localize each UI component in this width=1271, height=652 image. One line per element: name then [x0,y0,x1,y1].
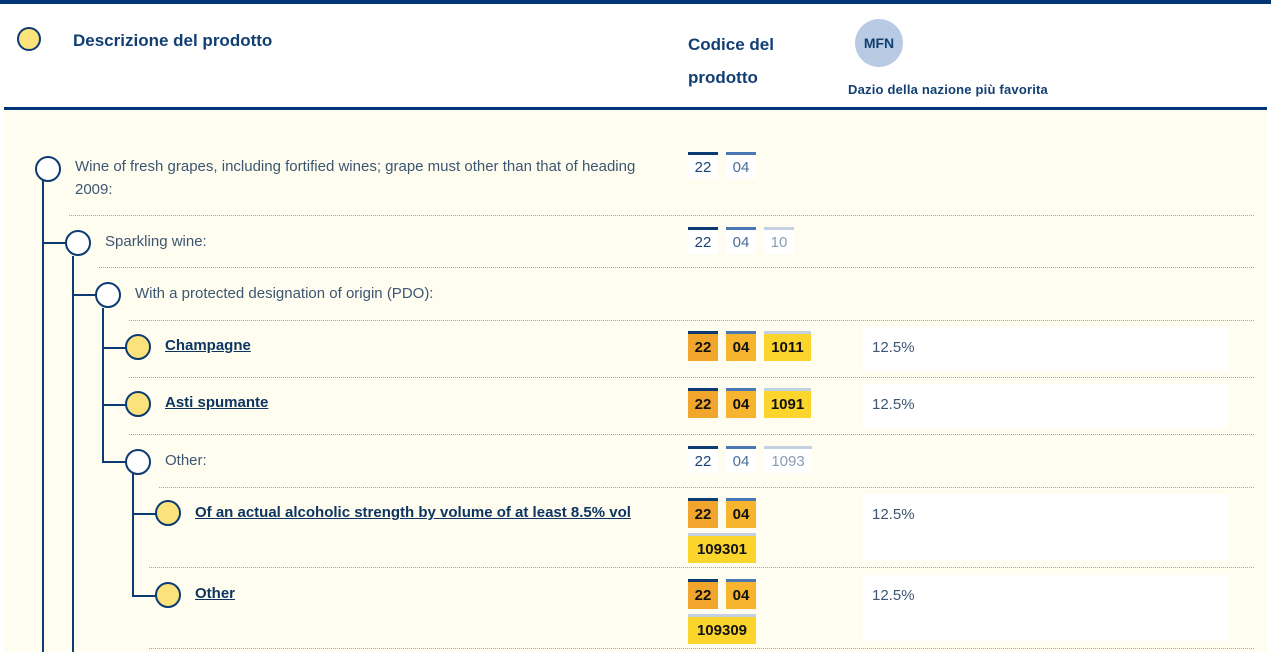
code-chip: 109309 [688,614,756,644]
row-separator [149,648,1254,649]
code-chip: 04 [726,498,756,528]
code-chip: 04 [726,227,756,254]
row-separator [69,215,1254,216]
code-chip: 1093 [764,446,812,473]
code-chip: 04 [726,388,756,418]
product-link-asti-spumante[interactable]: Asti spumante [165,394,269,411]
row-separator [149,567,1254,568]
row-separator [129,434,1254,435]
tree-leaf-node[interactable] [155,500,181,526]
tree-connector [132,513,156,515]
code-chip: 22 [688,498,718,528]
tree-connector [102,404,126,406]
code-chip: 04 [726,331,756,361]
tree-node[interactable] [65,230,91,256]
product-description: Other: [165,452,207,469]
code-chip: 22 [688,446,718,473]
row-separator [159,487,1254,488]
product-description: Wine of fresh grapes, including fortifie… [75,158,636,198]
tree-connector [72,256,74,652]
tree-connector [132,474,134,596]
code-chip: 22 [688,152,718,179]
code-chip: 1091 [764,388,811,418]
product-link-alcoholic-strength[interactable]: Of an actual alcoholic strength by volum… [195,504,631,521]
code-chip: 22 [688,331,718,361]
code-chip: 10 [764,227,794,254]
mfn-duty: 12.5% [863,327,1228,371]
tree-connector [102,347,126,349]
description-column-title: Descrizione del prodotto [73,31,273,50]
code-chip: 22 [688,388,718,418]
code-chip: 22 [688,227,718,254]
mfn-column-title: Dazio della nazione più favorita [848,82,1048,97]
code-chip: 04 [726,446,756,473]
code-column-title: Codice del prodotto [688,35,774,87]
tree-node[interactable] [95,282,121,308]
product-description: With a protected designation of origin (… [135,285,434,302]
tree-leaf-node[interactable] [125,334,151,360]
product-description: Sparkling wine: [105,233,207,250]
row-separator [99,267,1254,268]
mfn-duty: 12.5% [863,575,1228,641]
mfn-duty: 12.5% [863,494,1228,560]
tariff-tree-body [4,110,1267,652]
tree-connector [42,180,44,652]
tree-node[interactable] [35,156,61,182]
top-border [0,0,1271,4]
tree-connector [132,595,156,597]
row-separator [129,320,1254,321]
mfn-duty: 12.5% [863,384,1228,428]
code-chip: 04 [726,152,756,179]
tree-leaf-node[interactable] [155,582,181,608]
code-chip: 1011 [764,331,811,361]
header-divider [4,107,1267,110]
tree-leaf-node[interactable] [125,391,151,417]
product-link-champagne[interactable]: Champagne [165,337,251,354]
tree-connector [102,308,104,462]
code-chip: 22 [688,579,718,609]
code-chip: 109301 [688,533,756,563]
code-chip: 04 [726,579,756,609]
tree-connector [72,294,96,296]
tree-connector [102,461,126,463]
mfn-badge: MFN [855,19,903,67]
row-separator [129,377,1254,378]
tree-node[interactable] [125,449,151,475]
header-circle-icon [17,27,41,51]
tree-connector [42,242,66,244]
product-link-other[interactable]: Other [195,585,236,602]
